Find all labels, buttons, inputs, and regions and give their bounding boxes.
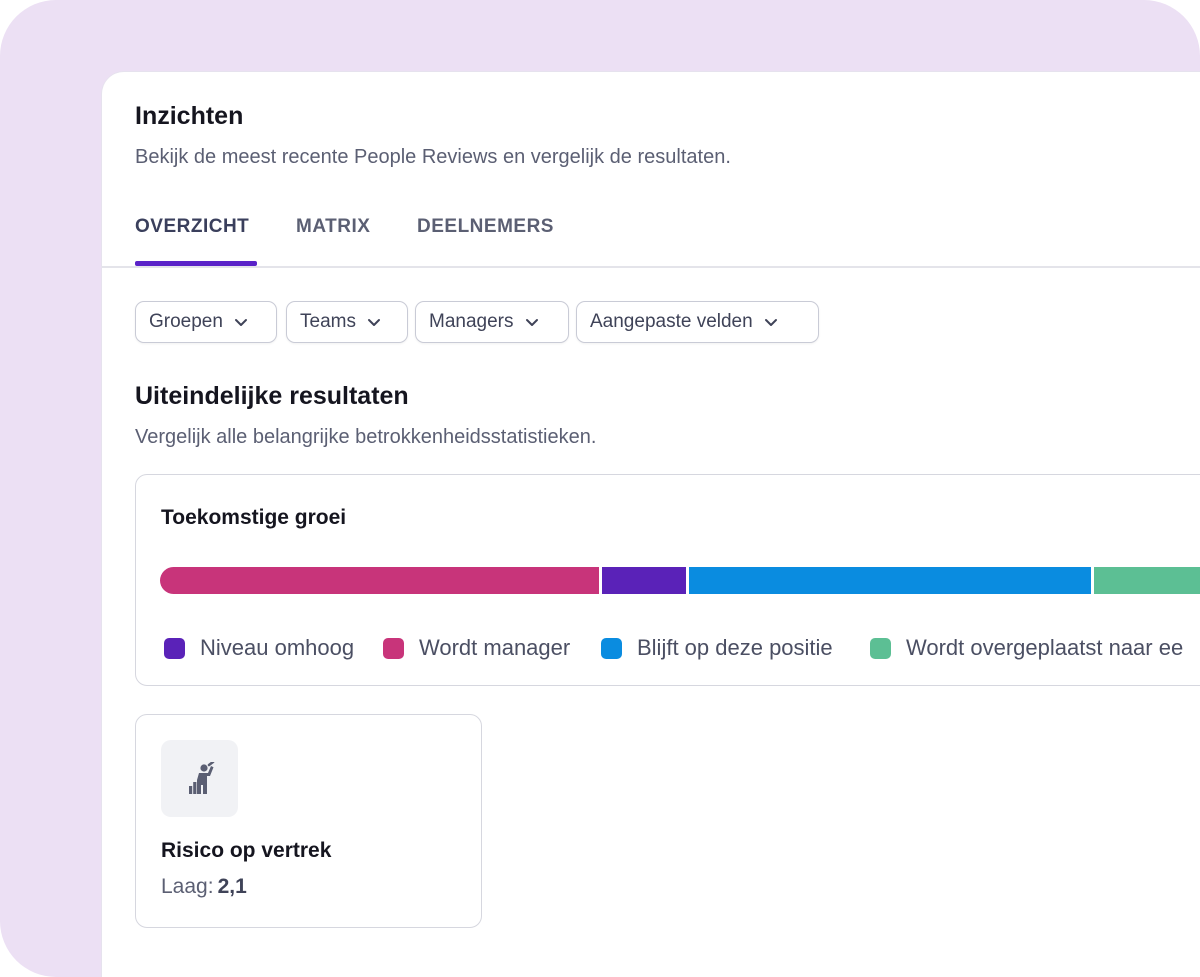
chevron-down-icon: [367, 319, 380, 326]
chevron-down-icon: [234, 319, 247, 326]
page-title: Inzichten: [135, 102, 244, 130]
filter-label: Teams: [300, 311, 356, 332]
legend-label: Wordt overgeplaatst naar ee: [906, 635, 1184, 660]
filter-groepen-dropdown[interactable]: Groepen: [135, 301, 277, 343]
tab-deelnemers[interactable]: DEELNEMERS: [417, 216, 554, 237]
results-title: Uiteindelijke resultaten: [135, 382, 409, 410]
filter-label: Managers: [429, 311, 514, 332]
legend-swatch: [383, 637, 404, 659]
legend-item-wordt-overgeplaatst: Wordt overgeplaatst naar ee: [870, 635, 1183, 661]
risk-value-line: Laag: 2,1: [161, 875, 247, 899]
legend-swatch: [601, 637, 622, 659]
tab-bar: OVERZICHT MATRIX DEELNEMERS: [102, 210, 1200, 268]
growth-bar-segment-wordt-manager: [160, 567, 600, 594]
person-leaving-icon: [188, 761, 214, 794]
attrition-risk-card[interactable]: Risico op vertrek Laag: 2,1: [135, 714, 482, 928]
legend-label: Blijft op deze positie: [637, 635, 833, 660]
risk-score: 2,1: [217, 875, 247, 898]
legend-item-blijft-op-deze-positie: Blijft op deze positie: [601, 635, 833, 661]
legend-item-wordt-manager: Wordt manager: [383, 635, 570, 661]
growth-bar-segment-wordt-overgeplaatst-naar-ee: [1093, 567, 1200, 594]
legend-swatch: [870, 637, 891, 659]
tab-matrix[interactable]: MATRIX: [296, 216, 371, 237]
filter-label: Aangepaste velden: [590, 311, 753, 332]
risk-level-label: Laag:: [161, 875, 214, 898]
growth-title: Toekomstige groei: [161, 506, 347, 529]
risk-icon-box: [161, 740, 238, 817]
page-subtitle: Bekijk de meest recente People Reviews e…: [135, 146, 731, 168]
filter-label: Groepen: [149, 311, 223, 332]
filter-aangepaste-velden-dropdown[interactable]: Aangepaste velden: [576, 301, 819, 343]
legend-label: Niveau omhoog: [200, 635, 355, 660]
risk-title: Risico op vertrek: [161, 839, 332, 862]
insights-panel: Inzichten Bekijk de meest recente People…: [102, 72, 1200, 977]
chevron-down-icon: [525, 319, 538, 326]
filter-teams-dropdown[interactable]: Teams: [286, 301, 408, 343]
legend-label: Wordt manager: [419, 635, 571, 660]
tab-overzicht[interactable]: OVERZICHT: [135, 216, 250, 237]
legend-item-niveau-omhoog: Niveau omhoog: [164, 635, 354, 661]
filter-managers-dropdown[interactable]: Managers: [415, 301, 569, 343]
growth-bar-segment-niveau-omhoog: [602, 567, 686, 594]
future-growth-card: Toekomstige groei Niveau omhoog Wordt ma…: [135, 474, 1200, 686]
results-subtitle: Vergelijk alle belangrijke betrokkenheid…: [135, 426, 597, 448]
active-tab-indicator: [135, 261, 257, 266]
growth-stacked-bar: [160, 567, 1200, 594]
growth-bar-segment-blijft-op-deze-positie: [688, 567, 1091, 594]
legend-swatch: [164, 637, 185, 659]
chevron-down-icon: [764, 319, 777, 326]
